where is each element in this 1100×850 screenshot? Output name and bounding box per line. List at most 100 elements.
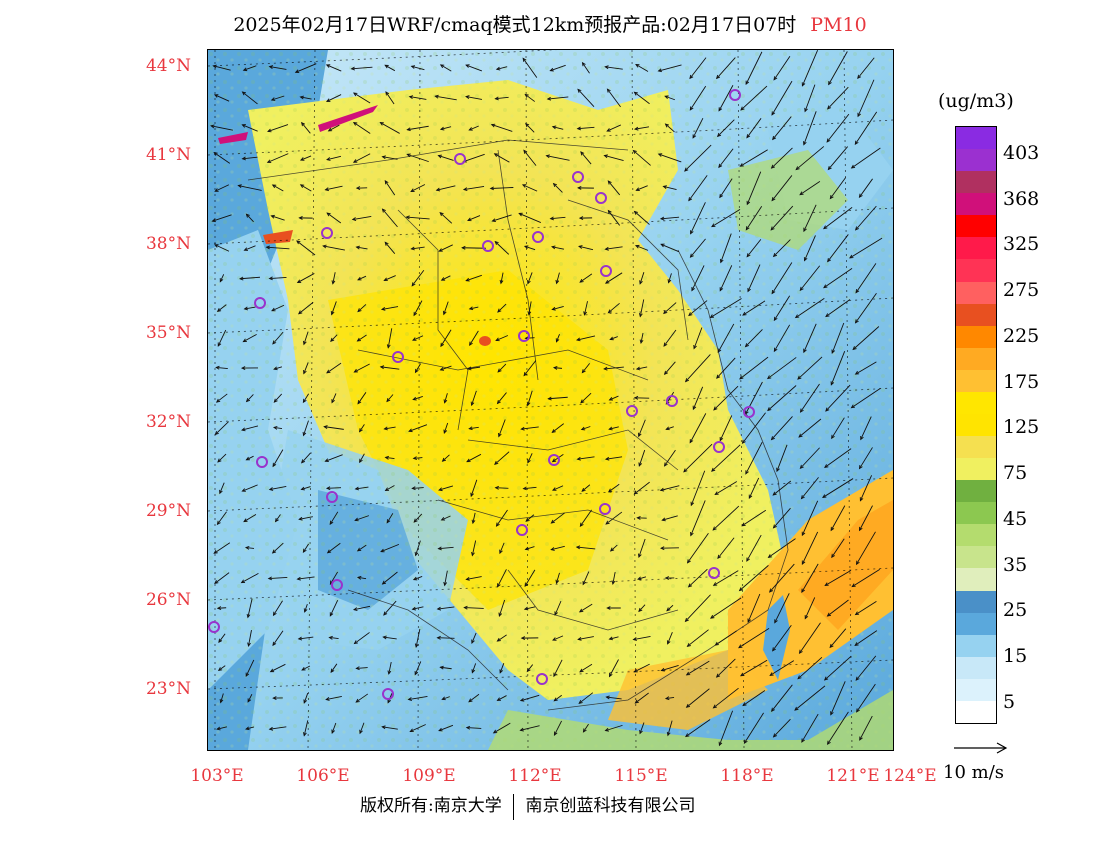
lat-label-41: 41°N (145, 145, 191, 165)
wind-arrow (210, 124, 233, 131)
wind-arrow (247, 629, 252, 647)
wind-arrow (268, 65, 287, 70)
wind-arrow (408, 424, 428, 433)
wind-arrow (435, 185, 456, 192)
wind-arrow (860, 416, 872, 441)
wind-arrow (410, 65, 425, 71)
wind-arrow (274, 514, 281, 523)
wind-arrow (496, 392, 507, 405)
wind-arrow (578, 245, 594, 251)
wind-arrow (801, 563, 819, 594)
wind-arrow (664, 123, 675, 133)
wind-arrow (555, 334, 560, 343)
wind-arrow (854, 292, 877, 324)
wind-arrow (578, 603, 593, 613)
wind-arrow (439, 665, 452, 670)
colorbar-segment (956, 193, 996, 216)
wind-arrow (605, 695, 622, 700)
wind-arrow (854, 601, 877, 616)
colorbar-segment (956, 259, 996, 282)
wind-arrow (739, 149, 768, 167)
wind-arrow (603, 366, 624, 371)
wind-arrow (381, 155, 398, 160)
colorbar-label-403: 403 (1003, 142, 1040, 164)
wind-arrow (465, 64, 483, 72)
wind-arrow (636, 516, 647, 520)
colorbar-segment (956, 502, 996, 525)
wind-arrow (212, 64, 231, 71)
wind-arrow (857, 79, 875, 118)
wind-arrow (243, 514, 257, 523)
wind-arrow (767, 385, 797, 412)
wind-arrow (714, 630, 737, 646)
wind-arrow (665, 426, 674, 431)
wind-arrow (686, 532, 709, 564)
wind-arrow (827, 711, 849, 746)
wind-arrow (330, 301, 337, 316)
wind-arrow (747, 593, 761, 623)
wind-arrow (303, 720, 309, 737)
wind-arrow (384, 179, 396, 196)
wind-arrow (356, 544, 367, 552)
wind-arrow (491, 214, 512, 223)
wind-arrow (526, 664, 534, 673)
wind-arrow (326, 362, 342, 374)
wind-arrow (384, 241, 396, 254)
wind-arrow (637, 419, 646, 438)
wind-arrow (684, 354, 711, 383)
wind-arrow (769, 660, 795, 676)
wind-arrow (353, 363, 370, 373)
wind-arrow (214, 421, 229, 436)
wind-arrow (494, 240, 510, 255)
wind-arrow (549, 216, 566, 221)
wind-arrow (608, 395, 619, 401)
wind-arrow (854, 111, 878, 146)
wind-arrow (692, 117, 704, 139)
wind-arrow (468, 693, 480, 703)
wind-arrow (470, 479, 478, 498)
lon-label-109: 109°E (402, 766, 456, 786)
wind-arrow (414, 540, 421, 557)
wind-arrow (302, 393, 310, 404)
wind-arrow (438, 485, 454, 492)
wind-arrow (850, 387, 881, 409)
wind-arrow (801, 713, 819, 743)
wind-arrow (608, 636, 619, 641)
chart-title: 2025年02月17日WRF/cmaq模式12km预报产品:02月17日07时 P… (0, 10, 1100, 37)
wind-arrow (767, 538, 796, 558)
wind-arrow (273, 393, 283, 403)
colorbar-segment (956, 237, 996, 260)
colorbar-label-5: 5 (1003, 691, 1016, 713)
wind-arrow (718, 85, 734, 112)
wind-scale-arrow-icon (954, 742, 1008, 754)
wind-arrow (745, 51, 763, 86)
wind-arrow (247, 693, 253, 703)
wind-arrow (637, 576, 647, 581)
wind-arrow (412, 335, 424, 341)
wind-arrow (268, 726, 287, 731)
wind-arrow (578, 692, 594, 704)
wind-arrow (214, 184, 230, 192)
wind-arrow (461, 245, 486, 250)
wind-arrow (495, 335, 509, 342)
wind-arrow (772, 239, 791, 258)
wind-arrow (667, 273, 672, 284)
wind-arrow (497, 569, 507, 588)
title-text: 2025年02月17日WRF/cmaq模式12km预报产品:02月17日07时 (233, 14, 797, 36)
wind-arrow (739, 356, 769, 380)
wind-arrow (825, 299, 851, 318)
wind-arrow (660, 546, 679, 551)
wind-arrow (359, 453, 365, 464)
colorbar-unit: (ug/m3) (938, 90, 1014, 112)
wind-arrow (468, 125, 479, 131)
wind-arrow (217, 665, 226, 672)
wind-arrow (440, 329, 452, 348)
wind-arrow (769, 563, 795, 593)
wind-arrow (776, 444, 788, 473)
wind-arrow (268, 276, 287, 281)
wind-arrow (470, 390, 477, 407)
wind-arrow (219, 482, 225, 495)
wind-arrow (824, 570, 852, 587)
wind-arrow (525, 514, 535, 522)
wind-arrow (579, 663, 593, 673)
